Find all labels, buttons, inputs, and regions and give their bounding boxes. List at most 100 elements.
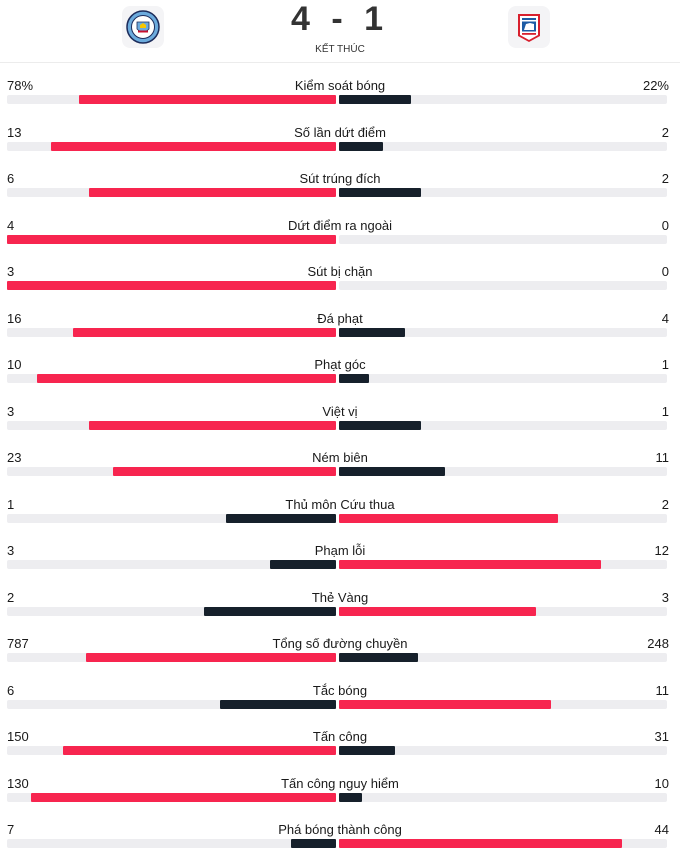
away-stat-value: 0 xyxy=(661,264,669,279)
away-stat-bar xyxy=(339,327,405,337)
stat-label: Dứt điểm ra ngoài xyxy=(287,217,393,233)
home-stat-value: 3 xyxy=(7,264,15,279)
away-stat-value: 1 xyxy=(661,403,669,419)
home-stat-value: 3 xyxy=(7,543,15,558)
home-stat-bar xyxy=(7,281,336,290)
home-stat-value: 23 xyxy=(7,450,22,465)
stat-label: Phá bóng thành công xyxy=(278,822,402,837)
away-stat-value: 1 xyxy=(661,357,669,372)
stat-row: 2 Thẻ Vàng 3 xyxy=(0,589,680,635)
stat-label: Tấn công xyxy=(312,729,368,744)
home-stat-bar xyxy=(63,746,336,755)
away-bar-track xyxy=(339,141,667,151)
stat-label: Phạt góc xyxy=(314,357,366,372)
home-stat-value: 3 xyxy=(7,403,15,419)
away-stat-value: 3 xyxy=(661,589,669,605)
stat-row: 23 Ném biên 11 xyxy=(0,449,680,495)
home-stat-bar xyxy=(7,234,336,244)
away-stat-bar xyxy=(339,374,369,383)
away-bar-track xyxy=(339,606,667,616)
away-stat-value: 10 xyxy=(654,775,669,791)
away-stat-value: 31 xyxy=(654,729,669,744)
manchester-city-crest-icon xyxy=(126,10,160,44)
home-stat-bar xyxy=(79,95,336,104)
away-stat-bar xyxy=(339,467,446,476)
match-status: KẾT THÚC xyxy=(315,44,365,55)
away-stat-bar xyxy=(339,792,363,802)
home-stat-value: 150 xyxy=(7,729,29,744)
home-stat-bar xyxy=(226,513,336,523)
away-stat-bar xyxy=(339,95,412,104)
stat-label: Việt vị xyxy=(322,403,358,419)
home-stat-bar xyxy=(85,653,336,662)
away-bar-track xyxy=(339,467,667,476)
away-team-logo[interactable] xyxy=(508,6,550,48)
stat-label: Tấn công nguy hiểm xyxy=(281,775,399,791)
away-bar-track xyxy=(339,746,667,755)
stat-row: 16 Đá phạt 4 xyxy=(0,310,680,356)
home-stat-bar xyxy=(89,188,336,197)
stat-row: 7 Phá bóng thành công 44 xyxy=(0,821,680,867)
away-stat-value: 44 xyxy=(654,822,669,837)
home-stat-value: 10 xyxy=(7,357,22,372)
away-stat-value: 2 xyxy=(661,496,669,512)
home-stat-value: 1 xyxy=(7,496,15,512)
home-bar-track xyxy=(7,606,336,616)
stat-label: Số lần dứt điểm xyxy=(294,124,386,140)
home-stat-bar xyxy=(30,792,336,802)
away-bar-track xyxy=(339,653,667,662)
away-stat-bar xyxy=(339,839,622,848)
away-stat-bar xyxy=(339,141,383,151)
home-stat-value: 78% xyxy=(7,78,34,93)
away-bar-track xyxy=(339,513,667,523)
away-bar-track xyxy=(339,699,667,709)
home-stat-bar xyxy=(290,839,336,848)
stat-row: 130 Tấn công nguy hiểm 10 xyxy=(0,775,680,821)
home-stat-value: 16 xyxy=(7,310,22,326)
home-stat-value: 13 xyxy=(7,124,22,140)
home-bar-track xyxy=(7,746,336,755)
home-bar-track xyxy=(7,234,336,244)
home-bar-track xyxy=(7,141,336,151)
away-bar-track xyxy=(339,188,667,197)
home-bar-track xyxy=(7,188,336,197)
away-stat-bar xyxy=(339,420,421,430)
away-bar-track xyxy=(339,234,667,244)
home-stat-value: 2 xyxy=(7,589,15,605)
away-bar-track xyxy=(339,420,667,430)
stat-row: 4 Dứt điểm ra ngoài 0 xyxy=(0,217,680,263)
home-bar-track xyxy=(7,420,336,430)
stat-label: Đá phạt xyxy=(317,310,363,326)
away-stat-bar xyxy=(339,653,418,662)
home-bar-track xyxy=(7,281,336,290)
home-stat-bar xyxy=(50,141,336,151)
stat-label: Ném biên xyxy=(312,450,368,465)
home-stat-bar xyxy=(204,606,336,616)
stat-row: 6 Tắc bóng 11 xyxy=(0,682,680,728)
home-stat-bar xyxy=(36,374,336,383)
away-bar-track xyxy=(339,374,667,383)
home-bar-track xyxy=(7,653,336,662)
away-stat-value: 248 xyxy=(647,636,669,651)
stat-row: 6 Sút trúng đích 2 xyxy=(0,170,680,216)
away-stat-bar xyxy=(339,746,396,755)
away-stat-bar xyxy=(339,188,421,197)
away-stat-value: 4 xyxy=(661,310,669,326)
home-stat-value: 6 xyxy=(7,682,15,698)
stat-row: 1 Thủ môn Cứu thua 2 xyxy=(0,496,680,542)
stat-label: Thẻ Vàng xyxy=(311,589,369,605)
away-stat-bar xyxy=(339,560,602,569)
home-stat-bar xyxy=(270,560,336,569)
stat-row: 3 Việt vị 1 xyxy=(0,403,680,449)
home-stat-value: 6 xyxy=(7,171,15,186)
away-stat-value: 2 xyxy=(661,124,669,140)
ipswich-town-crest-icon xyxy=(518,14,540,42)
home-stat-value: 130 xyxy=(7,775,29,791)
home-team-logo[interactable] xyxy=(122,6,164,48)
stat-row: 3 Phạm lỗi 12 xyxy=(0,542,680,588)
stat-label: Sút trúng đích xyxy=(299,171,381,186)
stat-row: 3 Sút bị chặn 0 xyxy=(0,263,680,309)
home-stat-bar xyxy=(113,467,336,476)
stat-label: Thủ môn Cứu thua xyxy=(285,496,395,512)
home-bar-track xyxy=(7,699,336,709)
